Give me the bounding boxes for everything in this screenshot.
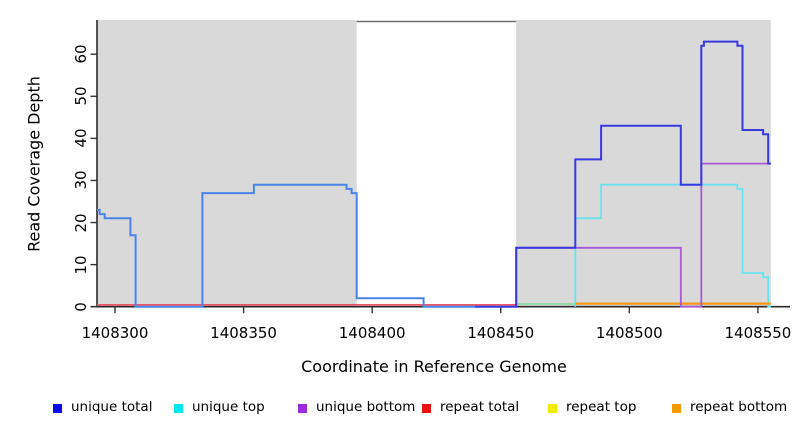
x-tick-label: 1408500	[595, 324, 663, 342]
series-unique-total-path	[97, 183, 475, 308]
y-axis-label: Read Coverage Depth	[24, 76, 44, 252]
series-unique-top-path	[574, 183, 771, 308]
x-tick-label: 1408350	[210, 324, 277, 342]
y-tick-label: 0	[72, 301, 90, 312]
x-axis-label: Coordinate in Reference Genome	[301, 357, 567, 376]
y-tick-label: 40	[72, 128, 90, 148]
y-tick-label: 50	[72, 86, 90, 106]
y-tick-label: 60	[72, 44, 90, 64]
x-tick-label: 1408400	[338, 324, 406, 342]
x-tick-label: 1408300	[81, 324, 149, 342]
y-tick-label: 10	[72, 255, 90, 275]
x-tick-label: 1408550	[724, 324, 792, 342]
x-tick-label: 1408450	[467, 324, 535, 342]
series-unique-total-path	[475, 40, 771, 308]
y-tick-label: 30	[72, 170, 90, 190]
shaded-region-0	[96, 20, 357, 307]
y-tick-label: 20	[72, 212, 90, 233]
